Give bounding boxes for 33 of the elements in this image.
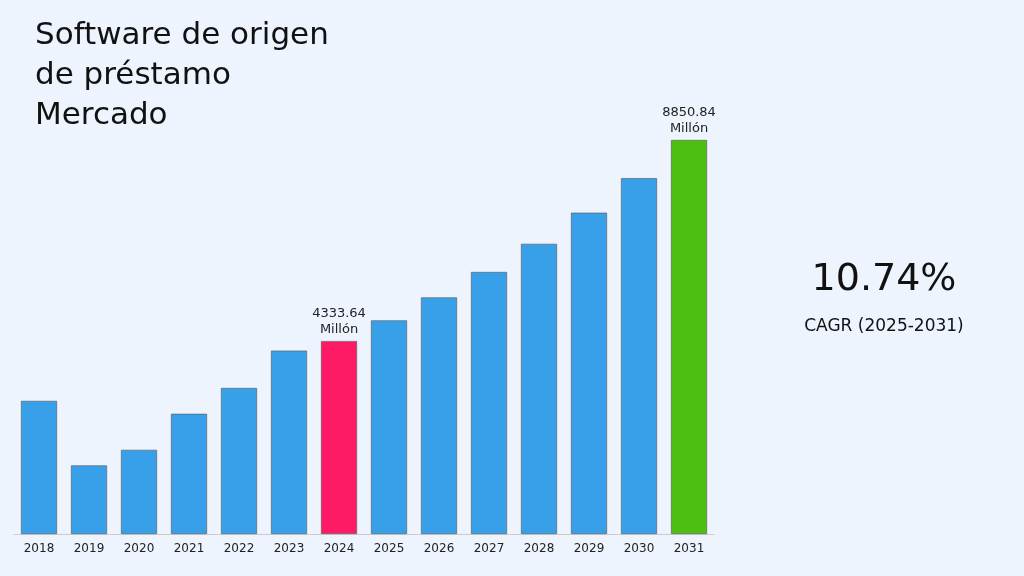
x-tick-label: 2026 (423, 541, 455, 555)
bar (71, 465, 107, 534)
x-tick-label: 2030 (623, 541, 655, 555)
bar (171, 413, 207, 534)
bar (371, 320, 407, 534)
x-tick-label: 2021 (173, 541, 205, 555)
x-tick-label: 2018 (23, 541, 55, 555)
x-tick-label: 2019 (73, 541, 105, 555)
data-label: 4333.64 Millón (312, 304, 366, 336)
x-tick-label: 2023 (273, 541, 305, 555)
text: CAGR (2025-2031) (804, 314, 964, 335)
bar (471, 271, 507, 534)
chart-title: Software de origen de préstamo Mercado (35, 15, 339, 131)
x-tick-label: 2025 (373, 541, 405, 555)
x-tick-label: 2028 (523, 541, 555, 555)
data-label: 8850.84 Millón (662, 103, 716, 135)
x-tick-label: 2024 (323, 541, 355, 555)
x-tick-label: 2031 (673, 541, 705, 555)
x-tick-label: 2027 (473, 541, 505, 555)
text: 10.74% (811, 255, 957, 299)
bar (671, 140, 707, 534)
bar (521, 243, 557, 534)
x-tick-label: 2029 (573, 541, 605, 555)
bar (621, 178, 657, 534)
bar (221, 387, 257, 534)
bar (271, 350, 307, 534)
bar (421, 297, 457, 534)
x-tick-label: 2020 (123, 541, 155, 555)
bar (571, 212, 607, 534)
bar (21, 400, 57, 534)
bar (321, 341, 357, 534)
x-tick-label: 2022 (223, 541, 255, 555)
bar (121, 449, 157, 534)
